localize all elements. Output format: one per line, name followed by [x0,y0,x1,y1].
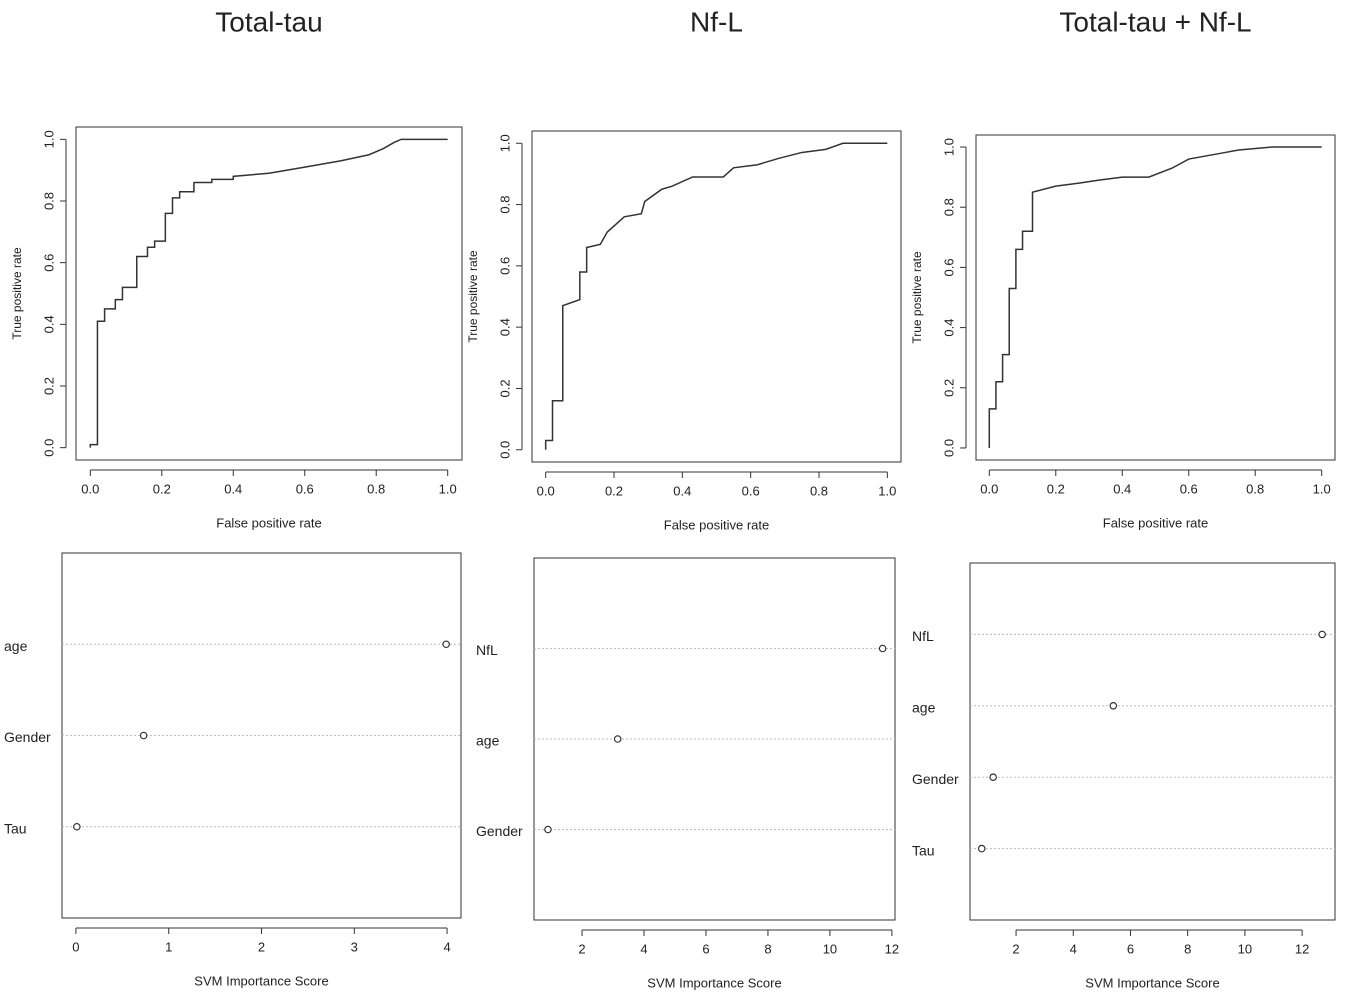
x-tick-label: 0.0 [81,481,99,496]
y-tick-label: 0.2 [941,379,956,397]
chart-title: Nf-L [690,6,743,37]
y-tick-label: 1.0 [497,134,512,152]
plot-frame [75,126,463,461]
x-tick-label: 12 [1295,941,1309,956]
x-tick-label: 0.8 [1246,481,1264,496]
category-label: age [4,638,28,654]
category-label: age [912,700,936,716]
dot [613,735,622,743]
dot [73,822,81,831]
y-tick-label: 0.4 [941,319,956,337]
category-label: Gender [912,771,959,787]
y-tick-label: 1.0 [941,138,956,156]
x-axis-label: SVM Importance Score [194,973,328,988]
dot [1318,630,1326,639]
y-tick-label: 0.4 [41,315,56,333]
category-label: Gender [476,823,523,839]
y-tick-label: 0.8 [941,198,956,216]
roc-curve [988,146,1322,448]
dot [139,731,148,740]
dot [878,644,887,653]
plot-frame [61,552,462,919]
x-tick-label: 0.8 [810,483,828,498]
x-tick-label: 0.0 [980,481,998,496]
x-tick-label: 2 [258,939,265,954]
dot [989,773,997,782]
x-tick-label: 0 [72,939,79,954]
x-tick-label: 10 [1238,941,1252,956]
x-tick-label: 3 [351,939,358,954]
x-tick-label: 0.4 [673,483,691,498]
roc-curve [89,138,448,448]
x-tick-label: 8 [764,941,771,956]
category-label: Tau [912,842,935,858]
x-tick-label: 2 [1012,941,1019,956]
x-axis-label: SVM Importance Score [647,975,781,990]
x-tick-label: 1.0 [878,483,896,498]
x-tick-label: 0.4 [224,481,242,496]
chart-title: Total-tau [215,6,322,37]
x-tick-label: 4 [640,941,647,956]
plot-frame [975,134,1336,461]
x-tick-label: 6 [702,941,709,956]
x-tick-label: 8 [1184,941,1191,956]
x-tick-label: 12 [885,941,899,956]
x-tick-label: 0.4 [1113,481,1131,496]
x-axis-label: SVM Importance Score [1085,975,1219,990]
x-tick-label: 0.6 [742,483,760,498]
x-tick-label: 1.0 [1313,481,1331,496]
y-tick-label: 0.2 [41,377,56,395]
category-label: Tau [4,820,27,836]
y-axis-label: True positive rate [466,250,480,343]
y-tick-label: 0.8 [41,192,56,210]
y-tick-label: 0.8 [497,196,512,214]
dot [977,844,986,853]
plot-frame [969,562,1336,921]
category-label: age [476,733,500,749]
x-tick-label: 0.2 [153,481,171,496]
x-tick-label: 10 [823,941,837,956]
x-tick-label: 1 [165,939,172,954]
x-axis-label: False positive rate [216,515,322,530]
y-tick-label: 1.0 [41,130,56,148]
dot [442,640,450,649]
x-tick-label: 0.6 [1180,481,1198,496]
y-tick-label: 0.6 [941,258,956,276]
y-tick-label: 0.0 [41,439,56,457]
y-tick-label: 0.6 [41,254,56,272]
x-tick-label: 2 [578,941,585,956]
y-axis-label: True positive rate [910,251,924,344]
dot [544,825,552,834]
y-tick-label: 0.4 [497,318,512,336]
y-tick-label: 0.0 [941,439,956,457]
category-label: NfL [912,628,934,644]
x-tick-label: 1.0 [439,481,457,496]
x-tick-label: 0.0 [537,483,555,498]
roc-curve [544,142,888,450]
x-tick-label: 0.8 [367,481,385,496]
x-tick-label: 0.2 [605,483,623,498]
x-axis-label: False positive rate [1103,515,1209,530]
dot [1109,701,1118,710]
y-tick-label: 0.6 [497,257,512,275]
y-tick-label: 0.0 [497,441,512,459]
x-tick-label: 4 [443,939,450,954]
x-tick-label: 4 [1070,941,1077,956]
x-axis-label: False positive rate [664,517,770,532]
category-label: NfL [476,642,498,658]
y-tick-label: 0.2 [497,379,512,397]
x-tick-label: 6 [1127,941,1134,956]
plot-frame [531,130,902,463]
category-label: Gender [4,729,51,745]
x-tick-label: 0.2 [1047,481,1065,496]
y-axis-label: True positive rate [10,247,24,340]
chart-title: Total-tau + Nf-L [1059,6,1251,37]
x-tick-label: 0.6 [296,481,314,496]
